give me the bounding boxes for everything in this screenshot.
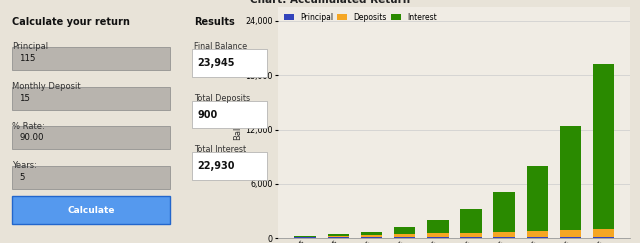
Text: Total Interest: Total Interest xyxy=(194,145,246,154)
Bar xyxy=(560,126,581,230)
Bar xyxy=(493,232,515,237)
Bar xyxy=(593,229,614,237)
Bar xyxy=(460,233,482,237)
FancyBboxPatch shape xyxy=(192,101,267,129)
Bar xyxy=(361,232,382,235)
Y-axis label: Balance: Balance xyxy=(234,106,243,139)
Bar xyxy=(427,234,449,237)
Text: 22,930: 22,930 xyxy=(197,161,235,171)
Bar xyxy=(294,237,316,238)
Bar xyxy=(527,231,548,237)
Bar xyxy=(394,227,415,234)
FancyBboxPatch shape xyxy=(12,87,170,110)
Text: Total Deposits: Total Deposits xyxy=(194,94,250,103)
Bar xyxy=(294,236,316,237)
Bar xyxy=(527,237,548,238)
Bar xyxy=(361,237,382,238)
Text: 5: 5 xyxy=(19,173,25,182)
FancyBboxPatch shape xyxy=(12,126,170,149)
Text: Final Balance: Final Balance xyxy=(194,42,247,51)
Text: % Rate:: % Rate: xyxy=(12,122,45,130)
Text: Principal: Principal xyxy=(12,42,48,51)
Text: 900: 900 xyxy=(197,110,218,120)
Bar xyxy=(560,230,581,237)
Text: 15: 15 xyxy=(19,94,30,103)
Bar xyxy=(328,234,349,236)
Bar xyxy=(527,166,548,231)
Bar xyxy=(460,209,482,233)
Bar xyxy=(328,237,349,238)
Text: Chart: Accumulated Return: Chart: Accumulated Return xyxy=(250,0,410,5)
Bar xyxy=(460,237,482,238)
Bar xyxy=(593,237,614,238)
FancyBboxPatch shape xyxy=(192,49,267,77)
Text: Calculate: Calculate xyxy=(67,206,115,215)
FancyBboxPatch shape xyxy=(12,47,170,70)
Text: Results: Results xyxy=(194,17,234,26)
Text: 23,945: 23,945 xyxy=(197,58,235,68)
Bar xyxy=(593,64,614,229)
Bar xyxy=(560,237,581,238)
FancyBboxPatch shape xyxy=(12,166,170,189)
Text: 90.00: 90.00 xyxy=(19,133,44,142)
Bar xyxy=(394,237,415,238)
Bar xyxy=(493,192,515,232)
Text: Monthly Deposit: Monthly Deposit xyxy=(12,82,81,91)
Bar xyxy=(493,237,515,238)
Bar xyxy=(361,235,382,237)
Bar xyxy=(394,234,415,237)
Bar xyxy=(427,237,449,238)
Text: Years:: Years: xyxy=(12,161,37,170)
FancyBboxPatch shape xyxy=(192,152,267,180)
Legend: Principal, Deposits, Interest: Principal, Deposits, Interest xyxy=(282,11,439,23)
Text: 115: 115 xyxy=(19,54,36,63)
Bar xyxy=(328,236,349,237)
Text: Calculate your return: Calculate your return xyxy=(12,17,130,26)
FancyBboxPatch shape xyxy=(12,196,170,224)
Bar xyxy=(427,220,449,234)
